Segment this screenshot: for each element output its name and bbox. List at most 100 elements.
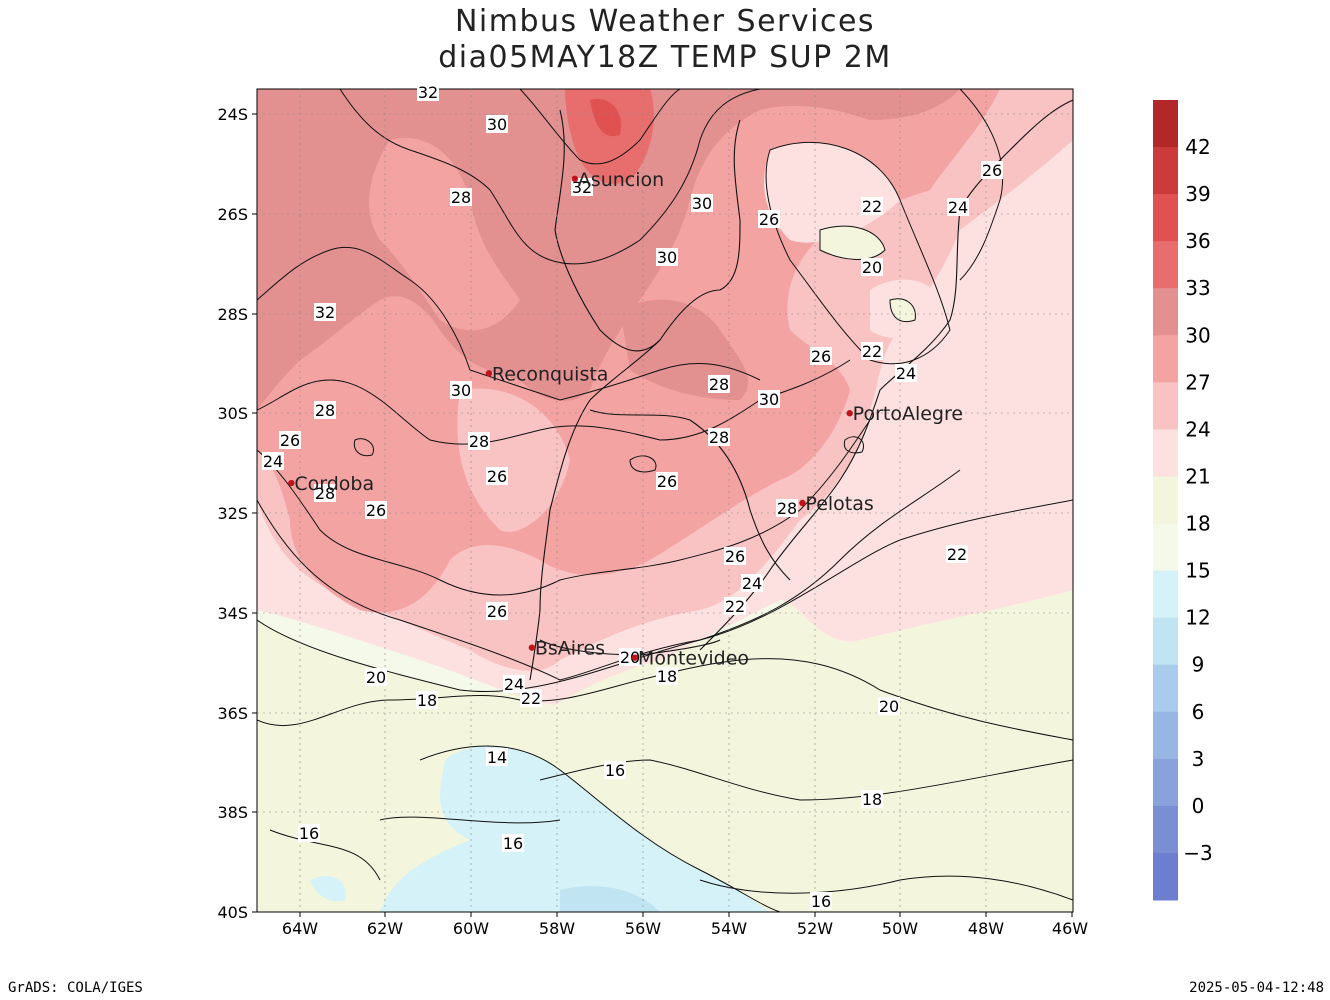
contour-label: 28 [469,432,489,451]
contour-label-box [314,303,336,321]
contour-label-box [619,648,641,666]
contour-label-box [520,689,542,707]
contour-label: 24 [896,364,916,383]
lat-label: 38S [217,803,248,822]
title-line1: Nimbus Weather Services [454,4,876,39]
colorbar-label: 0 [1192,794,1205,818]
colorbar-label: −3 [1183,841,1212,865]
colorbar-swatch [1153,147,1178,195]
city-label: Cordoba [294,473,374,495]
graticule [257,89,1073,912]
contour-label: 26 [487,467,507,486]
contour-label: 16 [811,892,831,911]
contour-label-box [810,347,832,365]
contour-label: 24 [504,675,524,694]
city-label: Montevideo [638,648,749,670]
colorbar-label: 39 [1185,182,1210,206]
lat-label: 34S [217,604,248,623]
contour-label: 28 [315,401,335,420]
contour-label-box [708,375,730,393]
contour-label-box [861,342,883,360]
colorbar-label: 36 [1185,229,1210,253]
contour-label: 32 [418,83,438,102]
lat-label: 30S [217,404,248,423]
colorbar-label: 3 [1192,747,1205,771]
lon-label: 60W [453,919,489,938]
contour-label: 32 [572,178,592,197]
colorbar-swatch [1153,758,1178,807]
contour-label: 24 [263,452,283,471]
colorbar-swatch [1153,664,1178,713]
colorbar-swatch [1153,805,1178,854]
colorbar-label: 9 [1192,653,1205,677]
contour-label-box [895,364,917,382]
contour-label: 20 [366,668,386,687]
lon-label: 48W [968,919,1004,938]
contour-lines [257,89,1073,912]
colorbar-label: 33 [1185,276,1210,300]
contour-label-box [656,248,678,266]
contour-label-box [279,431,301,449]
contour-label-box [571,178,593,196]
contour-label-box [486,748,508,766]
contour-label: 26 [811,347,831,366]
lat-label: 40S [217,903,248,922]
city-dot [846,410,853,417]
city-dot [485,370,493,377]
contour-label: 26 [280,431,300,450]
contour-label-box [810,892,832,910]
contour-label-box [468,432,490,450]
contour-label-box [776,499,798,517]
colorbar-swatch [1153,852,1178,901]
city-dot [528,644,536,651]
contour-label-box [298,824,320,842]
contour-label-box [416,691,438,709]
colorbar-swatch [1153,429,1178,477]
city-dot [288,479,295,487]
colorbar-swatch [1153,288,1178,336]
shaded-field [257,89,1073,912]
lon-label: 52W [797,919,833,938]
colorbar-label: 27 [1185,370,1210,394]
colorbar-swatch [1153,382,1178,430]
contour-label-box [656,472,678,490]
contour-label: 22 [947,545,967,564]
contour-label-box [741,574,763,592]
contour-label-box [981,161,1003,179]
contour-label: 22 [725,597,745,616]
borders [529,99,1073,681]
lat-label: 26S [217,205,248,224]
contour-label-box [691,194,713,212]
lon-label: 46W [1052,919,1088,938]
colorbar-label: 6 [1192,700,1205,724]
contour-label-box [878,697,900,715]
contour-label-box [365,501,387,519]
lat-label: 36S [217,704,248,723]
colorbar-swatch [1153,523,1178,572]
lat-label: 24S [217,105,248,124]
contour-label-box [314,484,336,502]
contour-label: 24 [948,198,968,217]
contour-label: 26 [759,210,779,229]
lon-label: 50W [882,919,918,938]
contour-label: 26 [982,161,1002,180]
colorbar-label: 30 [1185,323,1210,347]
lon-labels: 64W 62W 60W 58W 56W 54W 52W 50W 48W 46W [282,919,1088,938]
contour-label-box [450,188,472,206]
footer-timestamp: 2025-05-04-12:48 [1189,980,1324,996]
contour-label: 16 [605,761,625,780]
contour-label-box [365,668,387,686]
contour-label: 28 [709,375,729,394]
contour-label-box [604,761,626,779]
contour-label: 28 [451,188,471,207]
contour-label-box [861,197,883,215]
contour-label: 30 [657,248,677,267]
city-dot [571,175,579,182]
contour-label-box [758,390,780,408]
city-label: BsAires [535,638,605,660]
contour-label-box [502,834,524,852]
colorbar-swatch [1153,241,1178,289]
lon-label: 54W [711,919,747,938]
contour-label-box [486,467,508,485]
